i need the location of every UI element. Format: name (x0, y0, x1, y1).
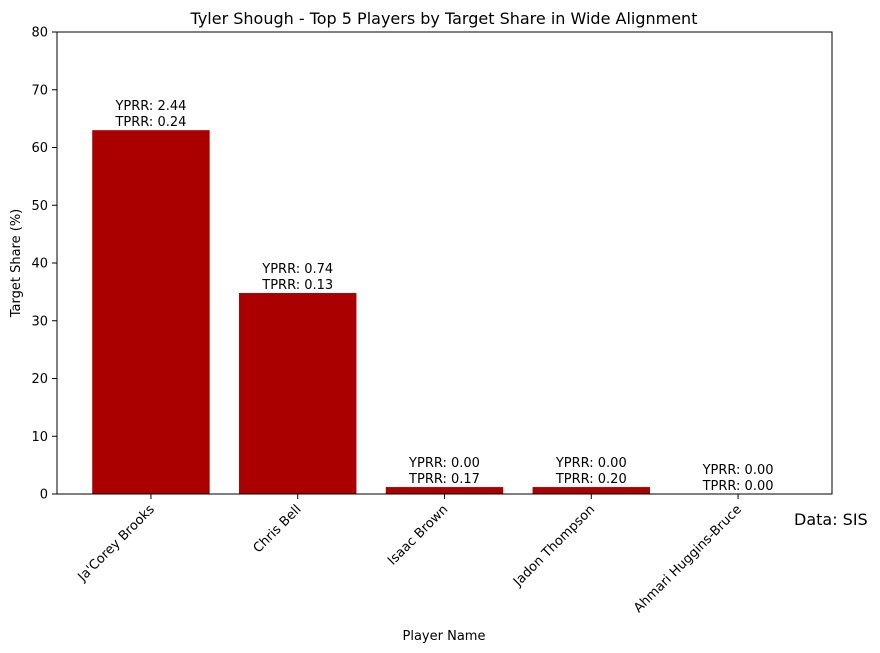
bar (239, 293, 357, 494)
y-tick-label: 20 (31, 372, 48, 387)
x-axis: Ja'Corey Brooks Chris Bell Isaac Brown Jado… (75, 494, 745, 616)
x-tick-label: Ahmari Huggins-Bruce (631, 502, 745, 616)
x-tick-label: Ja'Corey Brooks (75, 502, 158, 585)
y-tick-label: 70 (31, 83, 48, 98)
bars-group (92, 130, 650, 495)
bar-annotation-yprr: YPRR: 0.00 (702, 463, 774, 478)
bar-annotation-tprr: TPRR: 0.24 (114, 115, 186, 130)
bar-annotation-tprr: TPRR: 0.00 (702, 479, 774, 494)
bar-annotation-tprr: TPRR: 0.13 (261, 278, 333, 293)
bar-annotation-yprr: YPRR: 0.74 (261, 262, 333, 277)
bar-annotation-yprr: YPRR: 0.00 (408, 456, 480, 471)
y-tick-label: 40 (31, 257, 48, 272)
bar-annotation-tprr: TPRR: 0.20 (555, 472, 627, 487)
bar-annotation-yprr: YPRR: 2.44 (114, 99, 186, 114)
bar-annotation-yprr: YPRR: 0.00 (555, 456, 627, 471)
chart-title: Tyler Shough - Top 5 Players by Target S… (190, 9, 698, 28)
y-tick-label: 10 (31, 430, 48, 445)
data-source-note: Data: SIS (794, 510, 868, 529)
x-tick-label: Isaac Brown (385, 502, 451, 568)
x-tick-label: Jadon Thompson (510, 502, 598, 590)
y-tick-label: 80 (31, 26, 48, 41)
x-axis-label: Player Name (403, 629, 486, 644)
y-tick-label: 60 (31, 141, 48, 156)
bar (92, 130, 210, 495)
bar (385, 487, 504, 494)
y-tick-label: 30 (31, 314, 48, 329)
y-axis-label: Target Share (%) (9, 209, 24, 319)
y-tick-label: 0 (40, 488, 48, 503)
y-axis: 0 10 20 30 40 50 60 70 80 (31, 26, 57, 503)
x-tick-label: Chris Bell (251, 502, 305, 556)
bar-annotation-tprr: TPRR: 0.17 (408, 472, 480, 487)
y-tick-label: 50 (31, 199, 48, 214)
bar (532, 487, 650, 494)
